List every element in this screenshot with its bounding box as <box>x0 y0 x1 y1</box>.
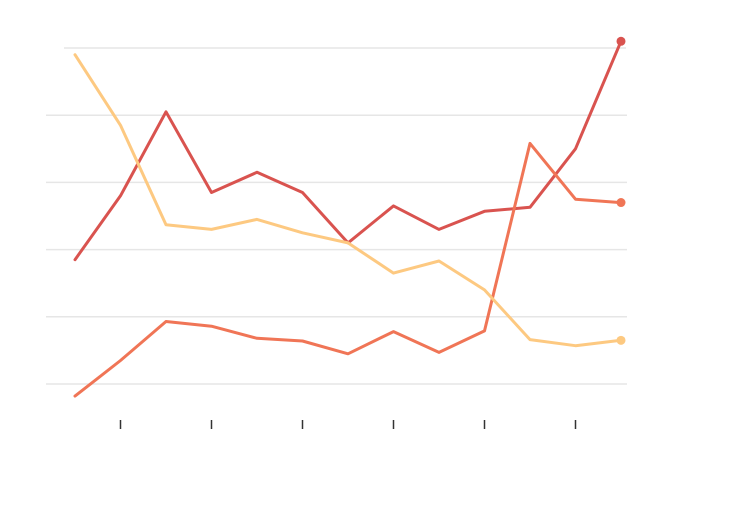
x-axis-ticks <box>119 420 577 429</box>
series-end-markers <box>616 36 626 345</box>
gridlines <box>46 47 627 385</box>
series-end-point-orange <box>616 198 626 208</box>
series-lines <box>73 39 623 398</box>
series-end-point-light-orange <box>616 335 626 345</box>
series-end-point-dark-red <box>616 36 626 46</box>
series-line-light-orange <box>73 53 623 348</box>
series-line-dark-red <box>73 39 623 262</box>
series-line-orange <box>73 141 623 398</box>
